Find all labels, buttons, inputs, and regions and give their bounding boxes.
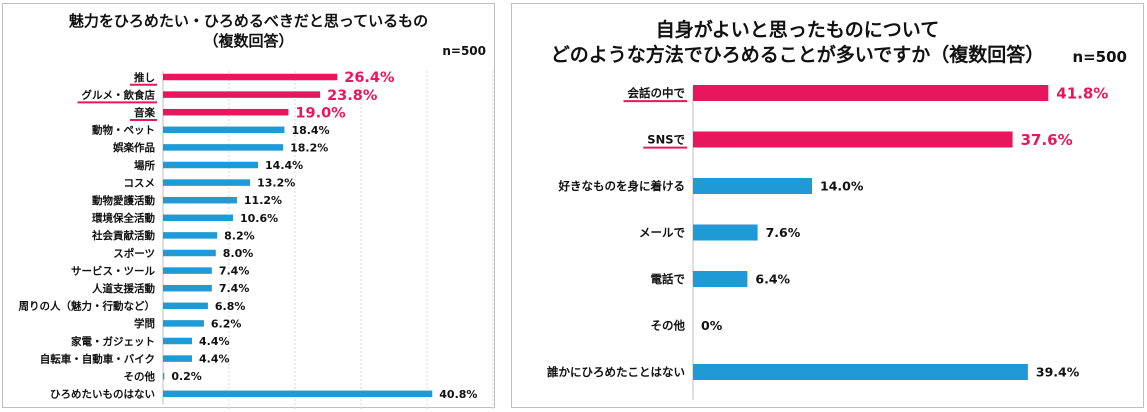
left-chart-title: 魅力をひろめたい・ひろめるべきだと思っているもの （複数回答） bbox=[3, 11, 494, 51]
category-label: グルメ・飲食店 bbox=[82, 88, 156, 101]
data-label: 14.0% bbox=[820, 179, 864, 194]
bar bbox=[163, 91, 321, 98]
category-label: SNSで bbox=[647, 133, 685, 147]
bar bbox=[163, 144, 284, 151]
bar bbox=[163, 249, 216, 257]
bar bbox=[163, 108, 289, 116]
category-label: 電話で bbox=[651, 272, 686, 286]
data-label: 8.2% bbox=[224, 229, 255, 242]
category-label: 誰かにひろめたことはない bbox=[547, 365, 685, 379]
category-label: 場所 bbox=[134, 159, 155, 172]
bar bbox=[693, 178, 812, 194]
bar bbox=[693, 131, 1013, 148]
left-title-line1: 魅力をひろめたい・ひろめるべきだと思っているもの bbox=[68, 12, 429, 30]
bar bbox=[163, 302, 208, 310]
data-label: 13.2% bbox=[257, 177, 295, 190]
data-label: 40.8% bbox=[439, 388, 477, 401]
bar bbox=[163, 161, 259, 169]
data-label: 0.2% bbox=[171, 370, 202, 383]
bar bbox=[163, 267, 212, 274]
bar bbox=[693, 224, 758, 241]
data-label: 41.8% bbox=[1056, 84, 1108, 102]
bar bbox=[163, 284, 212, 292]
bar bbox=[163, 320, 204, 327]
right-title-line1: 自身がよいと思ったものについて bbox=[655, 19, 940, 41]
left-bar-chart: 推し 26.4% グルメ・飲食店 23.8% 音楽 19.0% 動物・ペット 18.4% 娯楽作… bbox=[19, 70, 494, 412]
bar bbox=[693, 85, 1049, 101]
category-label: サービス・ツール bbox=[71, 264, 155, 277]
data-label: 37.6% bbox=[1021, 131, 1073, 149]
category-label: 環境保全活動 bbox=[92, 212, 155, 225]
data-label: 11.2% bbox=[244, 194, 282, 207]
category-label: 人道支援活動 bbox=[92, 282, 155, 295]
category-label: その他 bbox=[651, 319, 686, 333]
data-label: 23.8% bbox=[327, 88, 378, 104]
category-label: 推し bbox=[134, 71, 155, 84]
category-label: 動物愛護活動 bbox=[92, 194, 155, 207]
right-bar-chart: 会話の中で 41.8% SNSで 37.6% 好きなものを身に着ける 14.0% メールで 7… bbox=[547, 84, 1108, 400]
data-label: 0% bbox=[701, 318, 723, 333]
bar bbox=[163, 179, 251, 186]
data-label: 18.4% bbox=[291, 124, 329, 137]
left-sample-size: n=500 bbox=[442, 44, 486, 58]
category-label: コスメ bbox=[124, 177, 156, 189]
data-label: 39.4% bbox=[1036, 365, 1080, 380]
bar bbox=[163, 196, 237, 204]
bar bbox=[693, 364, 1028, 380]
data-label: 8.0% bbox=[223, 247, 254, 260]
category-label: 自転車・自動車・バイク bbox=[40, 352, 155, 365]
right-sample-size: n=500 bbox=[1072, 48, 1127, 66]
left-title-line2: （複数回答） bbox=[203, 32, 294, 50]
data-label: 10.6% bbox=[240, 212, 278, 225]
data-label: 18.2% bbox=[290, 141, 328, 154]
category-label: スポーツ bbox=[113, 247, 155, 260]
category-label: メールで bbox=[639, 226, 685, 240]
left-chart-panel: 魅力をひろめたい・ひろめるべきだと思っているもの （複数回答） n=500 推し… bbox=[2, 3, 495, 412]
data-label: 19.0% bbox=[295, 105, 346, 121]
right-chart-title: 自身がよいと思ったものについて どのような方法でひろめることが多いですか（複数回… bbox=[512, 18, 1083, 68]
data-label: 4.4% bbox=[199, 353, 230, 366]
bar bbox=[163, 372, 165, 380]
bar bbox=[163, 126, 285, 134]
category-label: 音楽 bbox=[134, 106, 155, 119]
data-label: 7.4% bbox=[219, 282, 250, 295]
category-label: 周りの人（魅力・行動など） bbox=[19, 300, 156, 313]
bar bbox=[693, 271, 748, 287]
category-label: ひろめたいものはない bbox=[50, 389, 155, 401]
bar bbox=[163, 390, 433, 398]
bar bbox=[163, 214, 233, 222]
right-title-line2: どのような方法でひろめることが多いですか（複数回答） bbox=[550, 44, 1045, 66]
category-label: 社会貢献活動 bbox=[91, 229, 155, 242]
category-label: 好きなものを身に着ける bbox=[558, 179, 686, 193]
category-label: 家電・ガジェット bbox=[71, 335, 155, 348]
bar bbox=[163, 73, 338, 81]
data-label: 14.4% bbox=[265, 159, 303, 172]
data-label: 4.4% bbox=[199, 335, 230, 348]
category-label: その他 bbox=[124, 370, 156, 383]
right-chart-panel: 自身がよいと思ったものについて どのような方法でひろめることが多いですか（複数回… bbox=[511, 3, 1144, 408]
category-label: 動物・ペット bbox=[92, 124, 155, 137]
data-label: 6.2% bbox=[211, 317, 242, 330]
data-label: 7.6% bbox=[766, 225, 801, 240]
bar bbox=[163, 232, 218, 239]
bar bbox=[163, 355, 193, 362]
category-label: 会話の中で bbox=[627, 86, 686, 100]
data-label: 6.8% bbox=[215, 300, 246, 313]
data-label: 7.4% bbox=[219, 265, 250, 278]
data-label: 6.4% bbox=[755, 272, 790, 287]
bar bbox=[163, 337, 193, 345]
category-label: 娯楽作品 bbox=[113, 141, 155, 154]
category-label: 学問 bbox=[134, 317, 155, 330]
data-label: 26.4% bbox=[344, 70, 395, 86]
